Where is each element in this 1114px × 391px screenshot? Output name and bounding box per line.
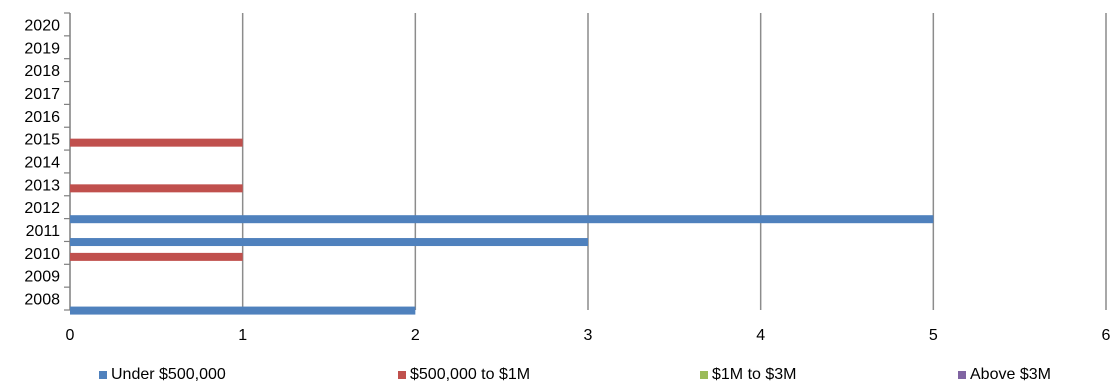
y-tick-label-2018: 2018 xyxy=(24,63,60,80)
legend-label-above-3m: Above $3M xyxy=(970,366,1051,383)
bar-2015-series-1 xyxy=(70,138,243,147)
y-tick-label-2010: 2010 xyxy=(24,246,60,263)
x-tick-label-2: 2 xyxy=(411,327,420,344)
legend-item-500k-to-1m: $500,000 to $1M xyxy=(398,365,530,385)
y-tick-label-2015: 2015 xyxy=(24,132,60,149)
legend-swatch-500k-to-1m xyxy=(398,371,406,379)
legend-label-1m-to-3m: $1M to $3M xyxy=(712,366,797,383)
y-tick-label-2016: 2016 xyxy=(24,109,60,126)
x-tick-label-0: 0 xyxy=(66,327,75,344)
legend-swatch-1m-to-3m xyxy=(700,371,708,379)
bar-2010-series-1 xyxy=(70,252,243,261)
y-tick-label-2017: 2017 xyxy=(24,86,60,103)
bar-2011-series-0 xyxy=(70,238,588,247)
y-tick-label-2008: 2008 xyxy=(24,292,60,309)
y-tick-label-2014: 2014 xyxy=(24,155,60,172)
legend-label-under-500k: Under $500,000 xyxy=(111,366,226,383)
x-tick-label-4: 4 xyxy=(756,327,765,344)
y-tick-label-2012: 2012 xyxy=(24,200,60,217)
y-tick-label-2009: 2009 xyxy=(24,269,60,286)
y-tick-label-2020: 2020 xyxy=(24,17,60,34)
x-tick-label-3: 3 xyxy=(584,327,593,344)
legend-item-under-500k: Under $500,000 xyxy=(99,365,226,385)
legend-item-above-3m: Above $3M xyxy=(958,365,1051,385)
y-tick-label-2013: 2013 xyxy=(24,177,60,194)
x-tick-label-5: 5 xyxy=(929,327,938,344)
y-tick-label-2011: 2011 xyxy=(26,223,61,240)
legend-item-1m-to-3m: $1M to $3M xyxy=(700,365,796,385)
bar-2012-series-0 xyxy=(70,215,934,224)
y-tick-label-2019: 2019 xyxy=(24,40,60,57)
legend-swatch-under-500k xyxy=(99,371,107,379)
bar-2013-series-1 xyxy=(70,184,243,193)
x-tick-label-1: 1 xyxy=(238,327,247,344)
bar-2008-series-0 xyxy=(70,306,416,315)
legend-label-500k-to-1m: $500,000 to $1M xyxy=(410,366,531,383)
legend-swatch-above-3m xyxy=(958,371,966,379)
x-tick-label-6: 6 xyxy=(1102,327,1111,344)
